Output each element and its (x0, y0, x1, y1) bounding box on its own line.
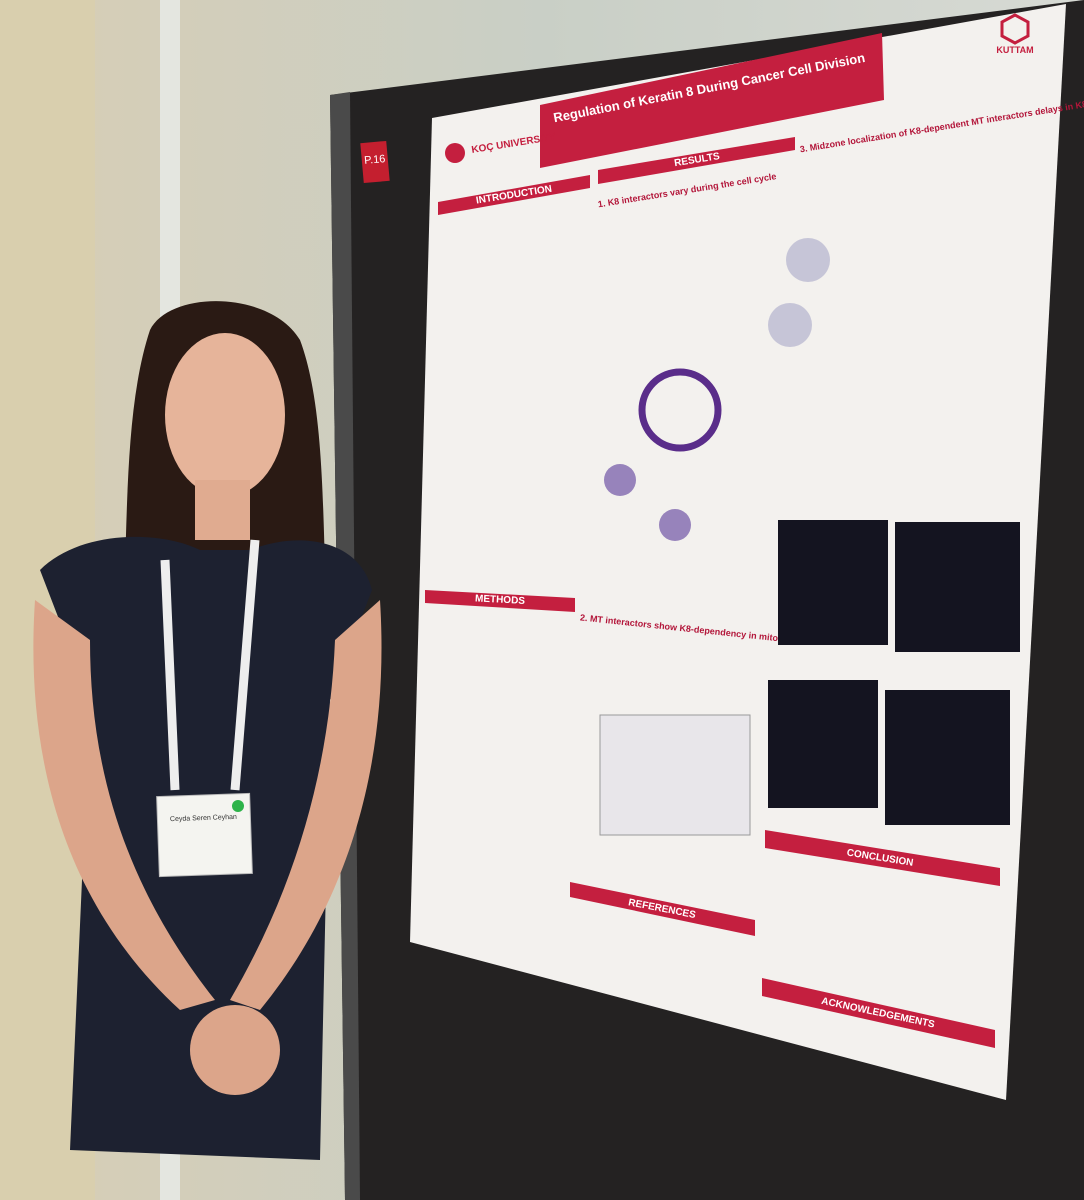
section-header: METHODS (475, 593, 526, 607)
network-figure (768, 303, 812, 347)
poster (410, 4, 1066, 1100)
figures (599, 238, 1020, 836)
badge-name: Ceyda Seren Ceyhan (170, 814, 237, 823)
microscopy-panel (768, 680, 878, 808)
volcano-plot (599, 714, 751, 836)
center-name: KUTTAM (996, 45, 1033, 55)
network-figure (786, 238, 830, 282)
lanyard (160, 539, 260, 791)
hands (190, 1005, 280, 1095)
face (165, 333, 285, 497)
board-label: P.16 (364, 153, 386, 167)
network-figure (604, 464, 636, 496)
neck (195, 480, 250, 540)
header-bar (762, 978, 995, 1048)
person: Ceyda Seren Ceyhan (33, 301, 382, 1160)
badge (156, 792, 253, 878)
header-bar (598, 137, 795, 184)
microscopy-panel (895, 522, 1020, 652)
header-bar (765, 830, 1000, 886)
arm (230, 600, 382, 1010)
network-figure (659, 509, 691, 541)
header-bar (425, 590, 575, 612)
arm (33, 600, 216, 1010)
cell-cycle-figure (638, 368, 722, 452)
title-banner (540, 33, 884, 168)
center-logo (1000, 13, 1030, 45)
board-label-box (360, 140, 390, 184)
university-logo (445, 143, 465, 163)
microscopy-panel (885, 690, 1010, 825)
header-bar (438, 175, 590, 215)
badge-dot (232, 800, 244, 812)
header-bar (570, 882, 755, 936)
microscopy-panel (778, 520, 888, 645)
